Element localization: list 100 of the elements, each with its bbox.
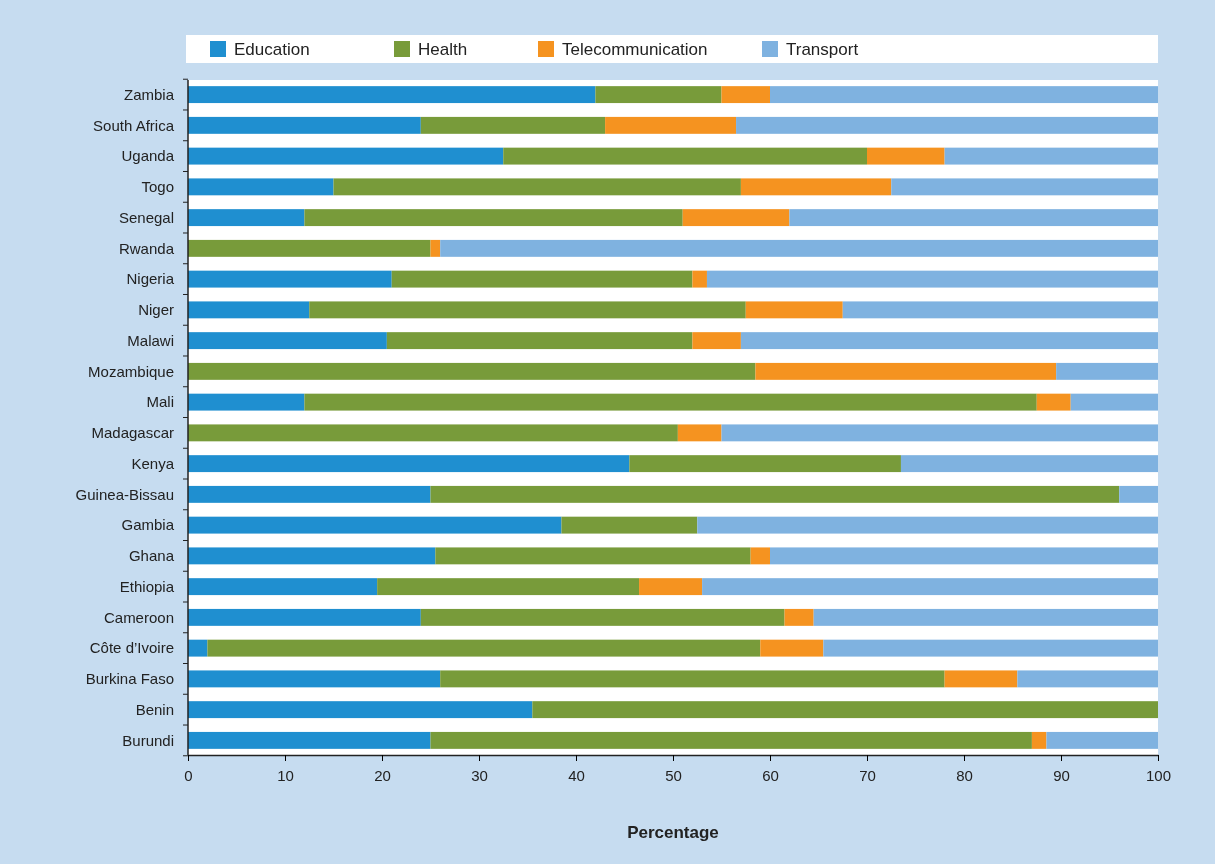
- y-tick-label: Madagascar: [91, 424, 174, 442]
- bar: [789, 209, 1158, 227]
- y-tick-label: Nigeria: [126, 270, 175, 288]
- bar: [188, 147, 504, 165]
- bar: [188, 701, 533, 719]
- x-tick-label: 100: [1145, 766, 1172, 784]
- bar: [692, 270, 707, 288]
- y-tick-label: Uganda: [121, 147, 175, 165]
- bar: [188, 731, 431, 749]
- bar: [430, 239, 441, 257]
- bar: [740, 332, 1158, 350]
- x-tick-label: 50: [665, 766, 682, 784]
- bar: [420, 608, 785, 626]
- y-tick-label: Burundi: [122, 731, 174, 749]
- bar: [944, 147, 1158, 165]
- x-tick-label: 0: [184, 766, 193, 784]
- bar: [760, 639, 824, 657]
- x-tick-label: 40: [568, 766, 585, 784]
- bar: [629, 455, 901, 473]
- y-tick-label: Senegal: [118, 208, 174, 226]
- y-tick-label: Mozambique: [88, 362, 174, 380]
- bar: [440, 670, 945, 688]
- x-tick-label: 90: [1053, 766, 1070, 784]
- x-tick-label: 70: [859, 766, 876, 784]
- y-tick-label: Cameroon: [103, 608, 174, 626]
- bar: [188, 547, 436, 565]
- bar: [188, 270, 392, 288]
- bar: [420, 116, 606, 134]
- y-tick-label: Côte d’Ivoire: [89, 639, 174, 657]
- y-tick-label: Mali: [146, 393, 174, 411]
- bar: [706, 270, 1158, 288]
- bar: [682, 209, 790, 227]
- bar: [188, 209, 305, 227]
- bar: [639, 578, 703, 596]
- bar: [697, 516, 1158, 534]
- bar: [188, 424, 678, 442]
- bar: [430, 731, 1032, 749]
- bar: [1119, 485, 1158, 503]
- bar: [188, 178, 334, 196]
- bar: [900, 455, 1158, 473]
- y-tick-label: Rwanda: [118, 239, 175, 257]
- y-tick-label: Zambia: [123, 85, 175, 103]
- bar: [430, 485, 1120, 503]
- bar: [188, 578, 378, 596]
- bar: [188, 362, 756, 380]
- bar: [721, 86, 770, 104]
- bar: [188, 239, 431, 257]
- bar: [304, 209, 683, 227]
- bar: [755, 362, 1057, 380]
- bar: [188, 670, 441, 688]
- bar: [891, 178, 1158, 196]
- y-tick-label: Ethiopia: [119, 577, 175, 595]
- legend-label: Transport: [786, 39, 859, 59]
- bar: [605, 116, 737, 134]
- bar: [207, 639, 761, 657]
- y-tick-label: South Africa: [93, 116, 175, 134]
- bar: [736, 116, 1158, 134]
- bar: [391, 270, 693, 288]
- bar: [813, 608, 1158, 626]
- bar: [188, 116, 421, 134]
- y-tick-label: Gambia: [121, 516, 175, 534]
- legend-label: Telecommunication: [562, 39, 708, 59]
- bar: [532, 701, 1158, 719]
- y-tick-label: Benin: [135, 700, 174, 718]
- bar: [188, 455, 630, 473]
- bar: [1056, 362, 1158, 380]
- bar: [740, 178, 892, 196]
- bar: [561, 516, 698, 534]
- bar: [702, 578, 1158, 596]
- x-tick-label: 30: [471, 766, 488, 784]
- legend-label: Health: [418, 39, 468, 59]
- y-tick-label: Togo: [141, 178, 174, 196]
- y-tick-label: Guinea-Bissau: [75, 485, 174, 503]
- bar: [1017, 670, 1158, 688]
- legend-label: Education: [234, 39, 310, 59]
- bar: [750, 547, 770, 565]
- x-tick-label: 60: [762, 766, 779, 784]
- x-tick-label: 80: [956, 766, 973, 784]
- bar: [503, 147, 867, 165]
- bar: [188, 86, 596, 104]
- bar: [304, 393, 1037, 411]
- bar: [1046, 731, 1158, 749]
- bar: [842, 301, 1158, 319]
- bar: [721, 424, 1158, 442]
- bar: [823, 639, 1158, 657]
- y-tick-label: Kenya: [131, 454, 175, 472]
- bar: [440, 239, 1158, 257]
- y-tick-label: Malawi: [127, 331, 174, 349]
- bar: [188, 516, 562, 534]
- bar: [944, 670, 1018, 688]
- bar: [867, 147, 945, 165]
- bar: [770, 86, 1158, 104]
- bar: [1070, 393, 1158, 411]
- bar: [188, 332, 387, 350]
- bar: [309, 301, 746, 319]
- bar: [784, 608, 814, 626]
- bar: [188, 639, 208, 657]
- bar: [188, 393, 305, 411]
- y-tick-label: Niger: [138, 301, 174, 319]
- bar: [377, 578, 640, 596]
